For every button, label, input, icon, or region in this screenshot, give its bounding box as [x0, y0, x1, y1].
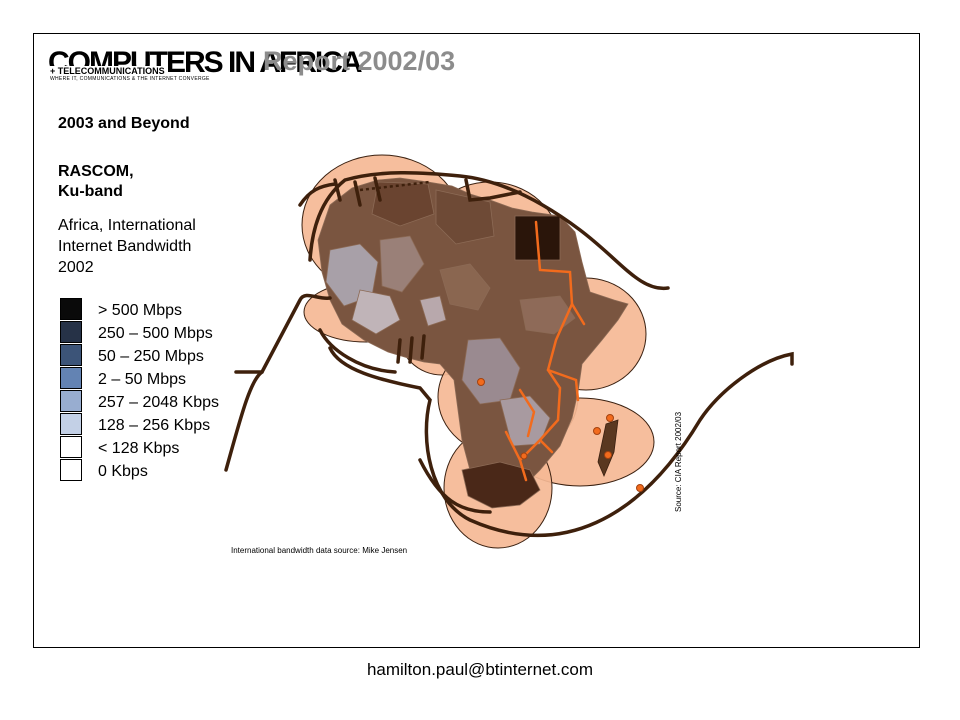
map-source-credit: Source: CIA Report 2002/03 [674, 411, 683, 512]
map-title-line-2: Internet Bandwidth [58, 238, 192, 255]
bandwidth-data-source: International bandwidth data source: Mik… [231, 546, 408, 555]
landing-point [606, 414, 614, 422]
landing-point [604, 451, 612, 459]
legend-label: > 500 Mbps [98, 302, 183, 319]
legend-label: 250 – 500 Mbps [98, 325, 213, 342]
map-title-line-3: 2002 [58, 259, 94, 276]
legend-swatch-2-50 [60, 367, 82, 389]
legend-swatch-128-256 [60, 413, 82, 435]
subtitle-line-2: Ku-band [58, 183, 123, 200]
africa-bandwidth-map [224, 154, 794, 549]
legend-swatch-250-500 [60, 321, 82, 343]
landing-point [593, 427, 601, 435]
legend-label: 2 – 50 Mbps [98, 371, 187, 388]
legend-swatch-zero [60, 459, 82, 481]
legend-swatch-257-2048 [60, 390, 82, 412]
report-title: Report 2002/03 [263, 46, 456, 76]
legend-label: 50 – 250 Mbps [98, 348, 204, 365]
madagascar-island [597, 419, 619, 478]
logo-tagline: WHERE IT, COMMUNICATIONS & THE INTERNET … [50, 76, 210, 82]
legend-swatch-500-plus [60, 298, 82, 320]
legend-label: 0 Kbps [98, 463, 148, 480]
legend-swatch-50-250 [60, 344, 82, 366]
submarine-cables [224, 170, 794, 537]
landing-point [520, 452, 528, 460]
subtitle-line-1: RASCOM, [58, 163, 134, 180]
legend-label: 128 – 256 Kbps [98, 417, 211, 434]
legend-label: 257 – 2048 Kbps [98, 394, 219, 411]
section-title: 2003 and Beyond [58, 115, 190, 132]
legend-swatch-under-128 [60, 436, 82, 458]
landing-points [477, 378, 644, 492]
map-title-line-1: Africa, International [58, 217, 196, 234]
logo-subtitle: + TELECOMMUNICATIONS [50, 66, 167, 76]
terrestrial-links [504, 220, 586, 482]
footer-email: hamilton.paul@btinternet.com [366, 660, 594, 679]
africa-landmass [317, 177, 629, 509]
legend-label: < 128 Kbps [98, 440, 180, 457]
landing-point [636, 484, 644, 492]
landing-point [477, 378, 485, 386]
